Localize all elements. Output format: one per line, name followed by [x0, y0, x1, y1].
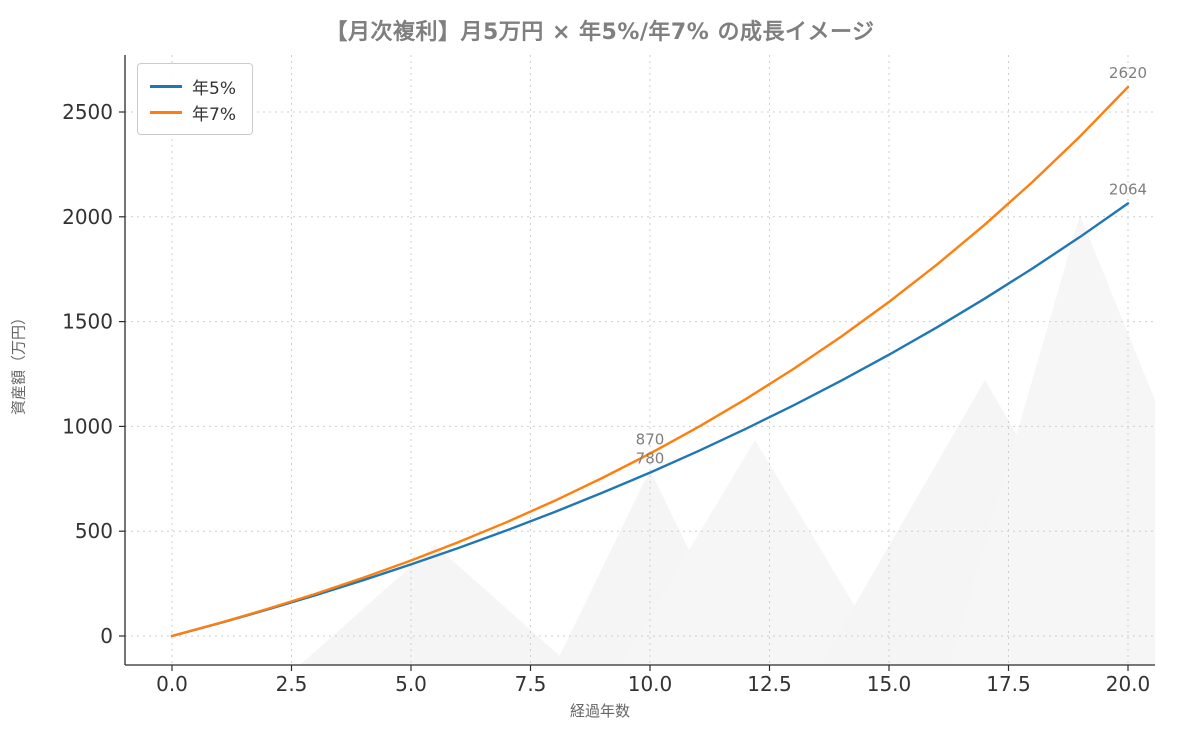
legend: 年5% 年7% [137, 63, 253, 135]
y-tick-label: 0 [100, 624, 113, 648]
y-tick-label: 2500 [62, 100, 113, 124]
y-tick-label: 2000 [62, 205, 113, 229]
x-tick-label: 5.0 [395, 672, 427, 696]
legend-entry-7pct: 年7% [150, 99, 236, 125]
x-tick-label: 12.5 [747, 672, 792, 696]
series-line-1 [170, 85, 1130, 638]
x-tick-label: 2.5 [276, 672, 308, 696]
tick-labels: 0.0 2.5 5.0 7.5 10.0 12.5 15.0 17.5 20.0 0 500 1000… [62, 100, 1150, 696]
legend-line-swatch-7pct [150, 110, 182, 114]
legend-entry-5pct: 年5% [150, 73, 236, 99]
x-tick-label: 15.0 [867, 672, 912, 696]
legend-label-5pct: 年5% [192, 78, 236, 99]
y-axis-label: 資産額（万円） [9, 310, 28, 416]
chart-title: 【月次複利】月5万円 × 年5%/年7% の成長イメージ [325, 20, 875, 45]
x-axis-label: 経過年数 [569, 702, 630, 720]
series-lines [170, 85, 1130, 638]
annotation-2620: 2620 [1109, 64, 1147, 82]
annotation-780: 780 [636, 450, 665, 468]
series-line-0 [170, 202, 1130, 638]
axes [119, 55, 1155, 671]
grid-lines [125, 55, 1155, 665]
x-tick-label: 20.0 [1106, 672, 1151, 696]
legend-line-swatch-5pct [150, 84, 182, 88]
annotation-870: 870 [636, 431, 665, 449]
x-tick-label: 10.0 [628, 672, 673, 696]
x-tick-label: 17.5 [986, 672, 1031, 696]
y-tick-label: 1500 [62, 310, 113, 334]
watermark-mountains [300, 215, 1155, 665]
y-tick-label: 500 [75, 519, 113, 543]
y-tick-label: 1000 [62, 414, 113, 438]
legend-label-7pct: 年7% [192, 104, 236, 125]
annotation-2064: 2064 [1109, 180, 1147, 198]
x-tick-label: 0.0 [156, 672, 188, 696]
x-tick-label: 7.5 [515, 672, 547, 696]
